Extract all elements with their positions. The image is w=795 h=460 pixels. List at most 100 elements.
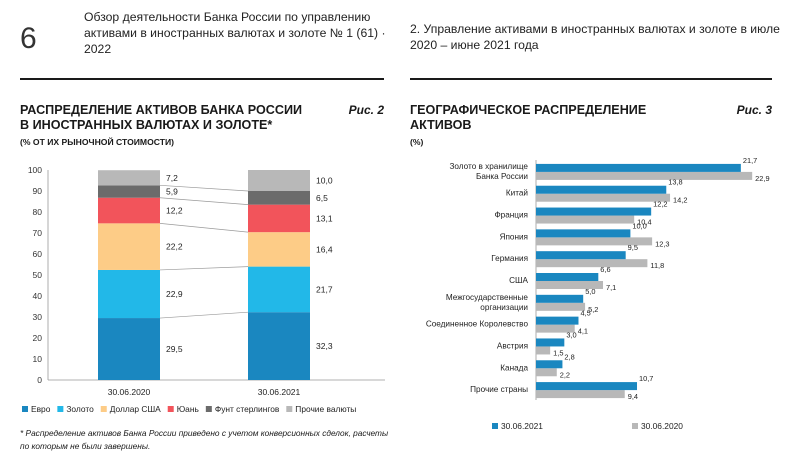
data-label: 5,9 <box>166 187 178 197</box>
y-tick-label: 90 <box>33 186 43 196</box>
legend-label: Фунт стерлингов <box>215 404 280 414</box>
bar-2021 <box>536 251 626 260</box>
legend-swatch <box>205 406 212 412</box>
fig3-subtitle: (%) <box>410 137 424 147</box>
category-label: Франция <box>494 211 528 220</box>
y-tick-label: 10 <box>33 354 43 364</box>
bar-2020 <box>536 324 575 333</box>
data-label: 21,7 <box>316 284 333 294</box>
fig3-title-line2: АКТИВОВ <box>410 118 472 132</box>
y-tick-label: 80 <box>33 207 43 217</box>
data-label: 7,2 <box>166 173 178 183</box>
bar-2021 <box>536 338 565 347</box>
legend-label: 30.06.2021 <box>501 421 543 431</box>
fig3-label: Рис. 3 <box>736 103 772 117</box>
bar-2021 <box>536 360 563 369</box>
data-label-2021: 13,8 <box>668 178 682 187</box>
fig3-title: ГЕОГРАФИЧЕСКОЕ РАСПРЕДЕЛЕНИЕ АКТИВОВ <box>410 103 710 133</box>
legend-swatch <box>100 406 107 412</box>
connector-line <box>159 222 249 233</box>
bar-segment <box>98 170 160 186</box>
bar-segment <box>98 197 160 224</box>
data-label-2021: 9,5 <box>628 243 638 252</box>
bar-2021 <box>536 163 741 172</box>
bar-segment <box>98 223 160 270</box>
data-label-2021: 2,8 <box>564 352 574 361</box>
data-label-2021: 10,7 <box>639 374 653 383</box>
data-label-2021: 3,0 <box>566 330 576 339</box>
data-label: 32,3 <box>316 341 333 351</box>
bar-2021 <box>536 316 579 325</box>
connector-line <box>159 266 249 271</box>
bar-2020 <box>536 368 557 377</box>
category-label: Япония <box>500 232 528 241</box>
fig2-top-rule <box>20 78 384 80</box>
category-label: Австрия <box>497 341 528 350</box>
bar-2021 <box>536 294 584 303</box>
bar-segment <box>248 266 310 313</box>
data-label: 22,9 <box>166 289 183 299</box>
data-label-2020: 9,4 <box>628 392 638 401</box>
y-tick-label: 20 <box>33 333 43 343</box>
data-label: 22,2 <box>166 242 183 252</box>
data-label: 10,0 <box>316 176 333 186</box>
bar-2020 <box>536 193 671 202</box>
bar-2021 <box>536 382 638 391</box>
data-label-2021: 10,0 <box>632 221 646 230</box>
data-label-2021: 4,5 <box>580 309 590 318</box>
y-tick-label: 60 <box>33 249 43 259</box>
category-label: Золото в хранилище <box>449 162 528 171</box>
bar-2020 <box>536 171 753 180</box>
data-label-2021: 6,6 <box>600 265 610 274</box>
data-label-2020: 5,2 <box>588 305 598 314</box>
legend-swatch <box>632 423 638 429</box>
category-label: Банка России <box>476 172 528 181</box>
bar-2020 <box>536 281 604 289</box>
bar-segment <box>98 318 160 380</box>
data-label: 12,2 <box>166 206 183 216</box>
category-label: Китай <box>506 189 528 198</box>
bar-2020 <box>536 346 551 355</box>
category-label: организации <box>480 303 528 312</box>
bar-2020 <box>536 259 648 268</box>
bar-segment <box>248 232 310 267</box>
data-label: 6,5 <box>316 193 328 203</box>
data-label-2021: 5,0 <box>585 287 595 296</box>
x-tick-label: 30.06.2021 <box>258 387 301 397</box>
bar-segment <box>248 204 310 233</box>
data-label-2021: 12,2 <box>653 200 667 209</box>
fig2-footnote: * Распределение активов Банка России при… <box>20 428 389 451</box>
fig3-title-line1: ГЕОГРАФИЧЕСКОЕ РАСПРЕДЕЛЕНИЕ <box>410 103 647 117</box>
x-tick-label: 30.06.2020 <box>108 387 151 397</box>
y-tick-label: 50 <box>33 270 43 280</box>
y-tick-label: 0 <box>37 375 42 385</box>
legend-label: Прочие валюты <box>295 404 356 414</box>
legend-label: Доллар США <box>110 404 161 414</box>
currency-distribution-chart: 0 10 20 30 40 50 60 70 80 90 100 29,5 22,9 22,2 12,2 5,… <box>22 165 385 414</box>
connector-line <box>159 311 249 319</box>
legend-label: 30.06.2020 <box>641 421 683 431</box>
bar-segment <box>248 191 310 205</box>
header-publication-title: Обзор деятельности Банка России по управ… <box>84 10 386 56</box>
data-label-2020: 10,4 <box>637 218 651 227</box>
connector-line <box>159 184 249 192</box>
bar-segment <box>98 185 160 198</box>
y-tick-label: 70 <box>33 228 43 238</box>
connector-line <box>159 197 249 205</box>
fig2-title-line2: В ИНОСТРАННЫХ ВАЛЮТАХ И ЗОЛОТЕ* <box>20 118 273 132</box>
y-tick-label: 40 <box>33 291 43 301</box>
legend-swatch <box>167 406 174 412</box>
legend-label: Евро <box>31 404 51 414</box>
data-label-2020: 12,3 <box>655 239 669 248</box>
bar-2021 <box>536 273 599 281</box>
bar-2021 <box>536 207 652 216</box>
y-tick-label: 30 <box>33 312 43 322</box>
data-label-2020: 1,5 <box>553 348 563 357</box>
y-tick-label: 100 <box>28 165 42 175</box>
bar-2020 <box>536 390 625 399</box>
legend-swatch <box>286 406 293 412</box>
bar-segment <box>248 312 310 380</box>
data-label: 16,4 <box>316 244 333 254</box>
bar-2021 <box>536 185 667 194</box>
